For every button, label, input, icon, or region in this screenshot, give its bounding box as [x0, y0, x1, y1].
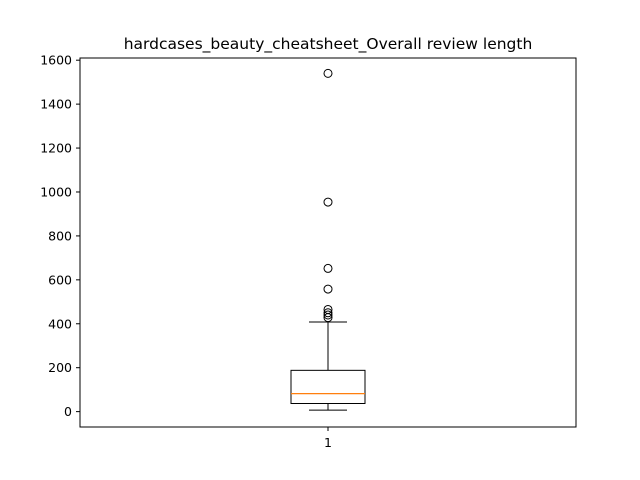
- y-tick-label: 400: [48, 316, 72, 331]
- x-tick-label: 1: [324, 435, 332, 450]
- outlier-point: [323, 197, 333, 207]
- outlier-point: [323, 304, 333, 314]
- y-tick-label: 1000: [40, 184, 72, 199]
- outlier-point: [323, 310, 333, 320]
- y-tick-label: 0: [64, 404, 72, 419]
- y-tick-label: 600: [48, 272, 72, 287]
- outlier-point: [323, 263, 333, 273]
- y-tick-label: 200: [48, 360, 72, 375]
- outlier-point: [323, 68, 333, 78]
- chart-title: hardcases_beauty_cheatsheet_Overall revi…: [124, 35, 533, 54]
- axes-frame: [79, 57, 577, 428]
- outlier-point: [323, 308, 333, 318]
- plot-area: 0 200 400 600 800 1000 1200 1400 1600 1: [40, 53, 366, 450]
- y-tick-label: 1600: [40, 53, 72, 68]
- y-tick-label: 1400: [40, 97, 72, 112]
- interquartile-box: [290, 369, 366, 404]
- outlier-point: [323, 284, 333, 294]
- y-tick-label: 800: [48, 228, 72, 243]
- y-tick-label: 1200: [40, 141, 72, 156]
